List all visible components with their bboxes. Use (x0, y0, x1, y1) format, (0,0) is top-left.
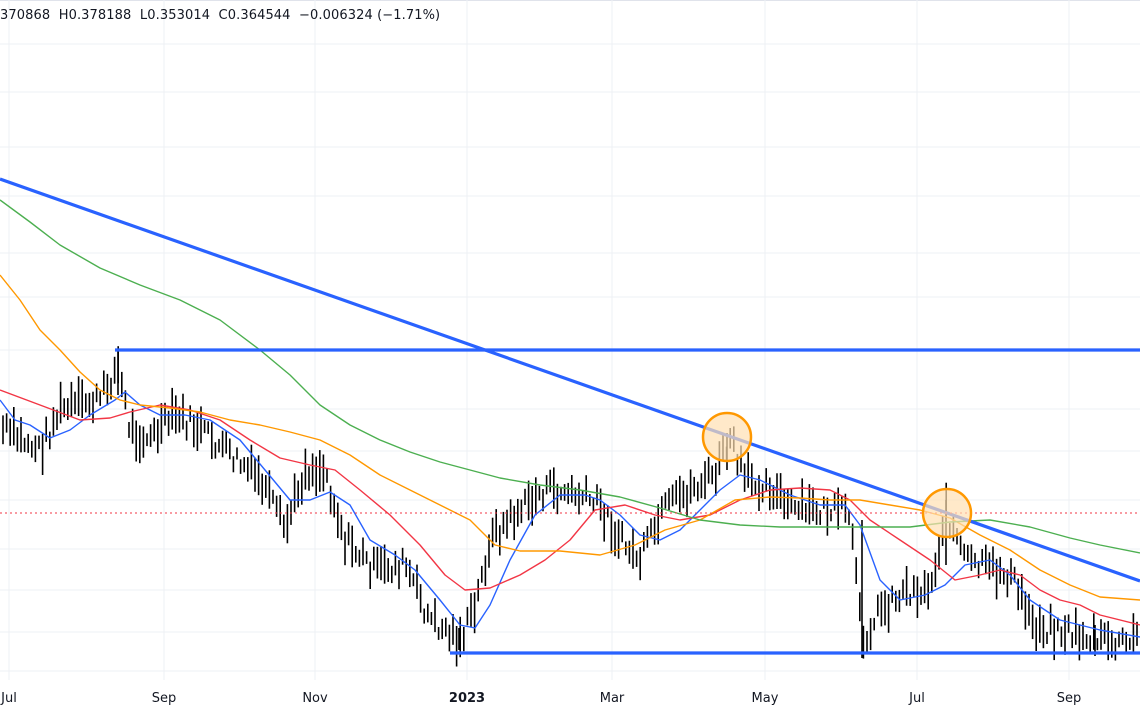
top-border (0, 0, 1140, 1)
moving-averages (0, 199, 1140, 638)
ohlc-legend: 370868 H0.378188 L0.353014 C0.364544 −0.… (0, 8, 440, 23)
time-axis-label: Jul (909, 691, 925, 706)
time-axis-label: Sep (151, 691, 177, 706)
ohlc-open: 370868 (0, 8, 51, 23)
ohlc-low: L0.353014 (139, 8, 211, 23)
time-axis-label: 2023 (448, 691, 486, 706)
time-axis-label: Nov (302, 691, 328, 706)
gridlines (0, 0, 1140, 680)
time-axis-label: Mar (599, 691, 625, 706)
time-axis-label: Sep (1056, 691, 1082, 706)
moving-average-line (0, 391, 1140, 638)
ohlc-close: C0.364544 (218, 8, 291, 23)
moving-average-line (0, 274, 1140, 601)
drawings[interactable] (0, 177, 1140, 655)
ohlc-change: −0.006324 (−1.71%) (299, 8, 441, 23)
highlight-circle[interactable] (921, 487, 973, 539)
time-axis-label: Jul (1, 691, 17, 706)
highlight-circle[interactable] (701, 411, 753, 463)
moving-average-line (0, 389, 1140, 626)
time-axis-label: May (751, 691, 779, 706)
price-bars (2, 346, 1138, 667)
ohlc-high: H0.378188 (58, 8, 132, 23)
